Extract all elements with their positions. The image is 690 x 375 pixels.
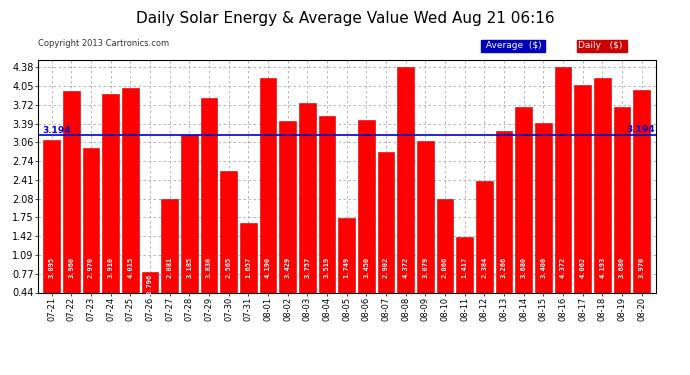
Text: 3.910: 3.910 — [108, 256, 114, 278]
Bar — [259, 78, 277, 318]
Bar — [279, 122, 296, 318]
Bar — [181, 135, 198, 318]
Text: 3.429: 3.429 — [285, 256, 290, 278]
Text: 1.749: 1.749 — [344, 256, 350, 278]
Text: Daily   (\$): Daily (\$) — [578, 41, 626, 50]
Text: 2.066: 2.066 — [442, 256, 448, 278]
Text: 3.400: 3.400 — [540, 256, 546, 278]
Bar — [594, 78, 611, 318]
Bar — [141, 272, 159, 318]
Bar — [201, 98, 217, 318]
Text: 4.015: 4.015 — [128, 256, 133, 278]
Bar — [63, 91, 80, 318]
Bar — [122, 88, 139, 318]
Bar — [358, 120, 375, 318]
Text: 2.902: 2.902 — [383, 256, 389, 278]
Text: 2.970: 2.970 — [88, 256, 94, 278]
Text: 3.194: 3.194 — [42, 126, 70, 135]
Bar — [417, 141, 434, 318]
Bar — [535, 123, 552, 318]
Text: 3.680: 3.680 — [619, 256, 625, 278]
Bar — [574, 85, 591, 318]
Text: 4.062: 4.062 — [580, 256, 586, 278]
Bar — [161, 198, 178, 318]
Text: Copyright 2013 Cartronics.com: Copyright 2013 Cartronics.com — [38, 39, 169, 48]
Bar — [495, 130, 513, 318]
Text: 3.757: 3.757 — [304, 256, 310, 278]
Bar — [515, 107, 532, 318]
Text: 2.565: 2.565 — [226, 256, 232, 278]
Bar — [476, 181, 493, 318]
Bar — [220, 171, 237, 318]
Bar — [319, 116, 335, 318]
Text: 3.519: 3.519 — [324, 256, 330, 278]
Text: 4.372: 4.372 — [403, 256, 408, 278]
Bar — [83, 148, 99, 318]
Text: 4.193: 4.193 — [600, 256, 605, 278]
Text: 1.657: 1.657 — [246, 256, 251, 278]
Bar — [437, 200, 453, 318]
Text: 3.194: 3.194 — [627, 124, 656, 134]
Bar — [102, 94, 119, 318]
Text: 3.680: 3.680 — [521, 256, 526, 278]
Bar — [613, 107, 631, 318]
Text: Average  (\$): Average (\$) — [482, 41, 544, 50]
Text: 3.960: 3.960 — [68, 256, 75, 278]
Bar — [633, 90, 650, 318]
Bar — [377, 152, 395, 318]
Bar — [299, 102, 316, 318]
Text: 3.450: 3.450 — [364, 256, 369, 278]
Text: 3.079: 3.079 — [422, 256, 428, 278]
Text: 3.185: 3.185 — [186, 256, 193, 278]
Text: 2.081: 2.081 — [167, 256, 172, 278]
Text: 4.190: 4.190 — [265, 256, 271, 278]
Bar — [338, 217, 355, 318]
Text: 3.266: 3.266 — [501, 256, 507, 278]
Text: 0.796: 0.796 — [147, 274, 153, 295]
Text: 4.372: 4.372 — [560, 256, 566, 278]
Bar — [240, 223, 257, 318]
Text: Daily Solar Energy & Average Value Wed Aug 21 06:16: Daily Solar Energy & Average Value Wed A… — [136, 11, 554, 26]
Bar — [397, 68, 414, 318]
Bar — [456, 237, 473, 318]
Text: 3.095: 3.095 — [49, 256, 55, 278]
Text: 3.970: 3.970 — [639, 256, 644, 278]
Text: 2.384: 2.384 — [482, 256, 487, 278]
Text: 3.830: 3.830 — [206, 256, 212, 278]
Text: 1.417: 1.417 — [462, 256, 468, 278]
Bar — [555, 68, 571, 318]
Bar — [43, 141, 60, 318]
